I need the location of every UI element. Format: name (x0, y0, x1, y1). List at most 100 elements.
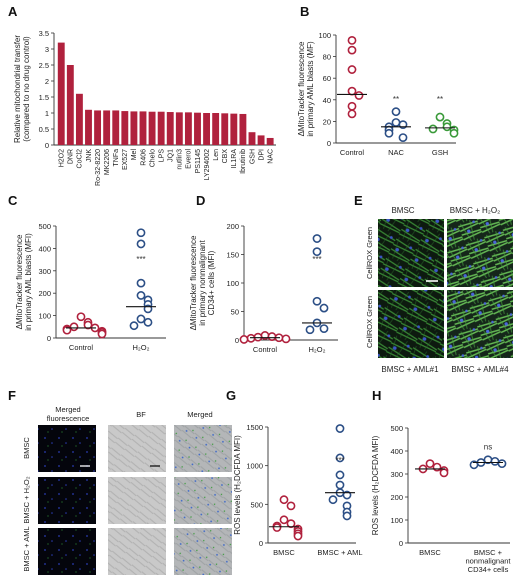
e-micrograph-bmsc (378, 219, 444, 287)
b-significance-label: ** (437, 95, 443, 104)
a-x-tick-label: TNFa (113, 149, 120, 167)
f-micrograph-h2o2-merged (174, 477, 232, 524)
c-point (136, 314, 146, 324)
a-y-tick-label: 2 (45, 77, 49, 86)
c-point (129, 321, 139, 331)
b-x-category-label: NAC (388, 148, 404, 157)
d-point (312, 247, 322, 257)
a-x-tick-label: LPS (158, 149, 165, 163)
panel-letter-c: C (8, 193, 18, 208)
c-y-tick-label: 200 (38, 289, 51, 298)
b-x-category-label: Control (340, 148, 365, 157)
a-bar (203, 113, 211, 145)
a-y-tick-label: 3.5 (39, 29, 49, 38)
f-col-label-merged-fluorescence-1: Merged (55, 405, 80, 414)
a-x-tick-label: MK2206 (104, 149, 111, 175)
e-micrograph-bmsc-aml4 (447, 290, 513, 358)
h-y-tick-label: 500 (390, 424, 403, 433)
e-micrograph-bmsc-h2o2 (447, 219, 513, 287)
a-y-tick-label: 1.5 (39, 93, 49, 102)
a-x-tick-label: Chelo (149, 149, 156, 167)
g-y-tick-label: 1500 (246, 423, 263, 432)
e-tile-label-bmsc-h2o2: BMSC + H₂O₂ (450, 206, 500, 215)
a-bar (121, 111, 129, 145)
a-x-tick-label: LY294002 (204, 149, 211, 181)
d-point (319, 303, 329, 313)
h-y-axis-label: ROS levels (H₂DCFDA MFI) (371, 435, 380, 535)
b-significance-label: ** (393, 95, 399, 104)
e-tile-label-bmsc: BMSC (391, 206, 414, 215)
d-y-axis-label: ΔMitoTracker fluorescence (189, 235, 198, 330)
a-bar (230, 113, 238, 145)
g-y-tick-label: 500 (250, 500, 263, 509)
a-x-tick-label: NAC (267, 149, 274, 164)
b-point (384, 128, 394, 138)
a-x-tick-label: PS1145 (195, 149, 202, 173)
b-y-tick-label: 80 (323, 53, 331, 62)
a-bar (175, 112, 183, 145)
b-point (347, 36, 357, 45)
f-row-label-bmsc-aml: BMSC + AML (22, 526, 31, 571)
a-x-tick-label: CBX (222, 149, 229, 164)
a-x-tick-label: Ibrutinib (240, 149, 247, 174)
b-point (391, 107, 401, 117)
g-y-axis-label: ROS levels (H₂DCFDA MFI) (233, 435, 242, 535)
a-x-tick-label: JNK (86, 149, 93, 163)
c-x-category-label: H₂O₂ (132, 343, 149, 352)
c-point (136, 228, 146, 238)
b-point (435, 112, 445, 122)
e-row-label-top: CellROX Green (365, 227, 374, 279)
a-x-tick-label: DPI (258, 149, 265, 161)
b-y-tick-label: 60 (323, 74, 331, 83)
d-y-tick-label: 200 (226, 222, 239, 231)
d-point (319, 324, 329, 333)
d-point (312, 296, 322, 306)
b-y-tick-label: 0 (327, 139, 331, 148)
a-bar (194, 112, 201, 145)
panel-letter-f: F (8, 388, 16, 403)
a-y-axis-label: Relative mitochondrial transfer (13, 35, 22, 143)
a-x-tick-label: H2O2 (59, 149, 66, 167)
c-point (136, 291, 146, 300)
h-y-tick-label: 400 (390, 447, 403, 456)
b-point (428, 124, 438, 134)
a-y-tick-label: 3 (45, 45, 49, 54)
panel-letter-d: D (196, 193, 206, 208)
a-bar (148, 111, 156, 145)
c-point (143, 317, 153, 327)
c-y-tick-label: 0 (47, 334, 51, 343)
d-y-tick-label: 0 (235, 336, 239, 345)
a-y-tick-label: 1 (45, 109, 49, 118)
d-y-axis-label: in primary nonmalignant (198, 240, 207, 326)
a-bar (166, 112, 174, 145)
f-col-label-bf: BF (136, 410, 146, 419)
g-x-category-label: BMSC + AML (317, 548, 362, 557)
d-point (239, 335, 249, 344)
g-y-tick-label: 0 (259, 539, 263, 548)
a-x-tick-label: CoCl2 (77, 149, 84, 169)
e-tile-label-bmsc-aml4: BMSC + AML#4 (451, 365, 509, 374)
a-bar (239, 113, 247, 145)
c-point (97, 329, 107, 339)
g-point (342, 511, 352, 521)
b-y-tick-label: 20 (323, 117, 331, 126)
f-micrograph-bmsc-merged (174, 425, 232, 472)
a-bar (57, 42, 65, 145)
f-micrograph-h2o2-fluor (38, 477, 96, 524)
e-micrograph-bmsc-aml1 (378, 290, 444, 358)
d-y-tick-label: 50 (231, 308, 239, 317)
b-y-tick-label: 100 (318, 31, 331, 40)
c-y-axis-label: in primary AML blasts (MFI) (24, 233, 33, 331)
d-x-category-label: Control (253, 345, 278, 354)
d-y-axis-label: CD34+ cells (MFI) (207, 250, 216, 315)
d-point (312, 234, 322, 243)
a-x-tick-label: IL1RA (231, 149, 238, 169)
g-point (335, 424, 345, 433)
panel-letter-b: B (300, 4, 310, 19)
h-x-category-label: BMSC + (474, 548, 503, 557)
g-point (279, 495, 289, 505)
c-y-axis-label: ΔMitoTracker fluorescence (15, 234, 24, 329)
b-y-axis-label: ΔMitoTracker fluorescence (297, 41, 306, 136)
a-x-tick-label: Everol (186, 149, 193, 169)
